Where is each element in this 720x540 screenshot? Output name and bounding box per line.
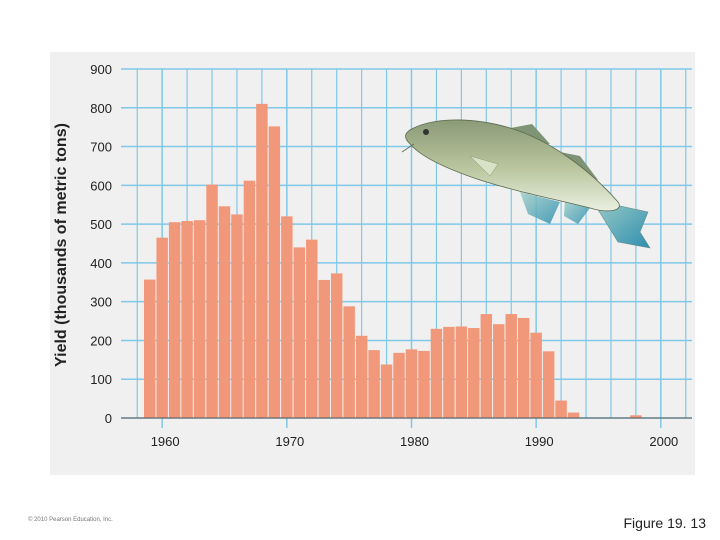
bar (218, 206, 231, 418)
fish-tail (591, 199, 651, 249)
bar (443, 326, 455, 418)
y-tick-label: 900 (90, 62, 112, 77)
bar (555, 400, 567, 418)
bar (318, 279, 330, 418)
bar (256, 103, 268, 419)
axis-layer: 0 100 200 300 400 500 600 700 800 900 1960 1970 1980… (90, 62, 692, 449)
x-tick-label: 1960 (151, 434, 180, 449)
bar (468, 328, 480, 418)
x-tick-label: 2000 (649, 434, 678, 449)
bar (493, 324, 505, 418)
bar (268, 126, 281, 418)
x-tick-label: 1990 (525, 434, 554, 449)
bar (430, 328, 443, 418)
y-axis-title: Yield (thousands of metric tons) (53, 123, 70, 367)
bar (330, 273, 343, 418)
cod-fish-image (401, 119, 651, 249)
bar (156, 237, 168, 418)
bar (206, 184, 218, 418)
y-tick-label: 200 (90, 333, 112, 348)
bar (393, 352, 405, 418)
bar (168, 222, 181, 418)
x-tick-label: 1970 (275, 434, 304, 449)
bar (480, 314, 493, 418)
bar (630, 415, 642, 418)
bar (181, 221, 193, 418)
y-tick-label: 600 (90, 178, 112, 193)
bar (231, 214, 243, 418)
y-tick-label: 400 (90, 256, 112, 271)
y-tick-label: 800 (90, 101, 112, 116)
bars-layer (143, 103, 642, 419)
bar (343, 306, 355, 418)
y-tick-label: 0 (105, 411, 112, 426)
bar (455, 326, 468, 418)
bar (542, 351, 555, 418)
y-tick-label: 700 (90, 140, 112, 155)
x-tick-label: 1980 (400, 434, 429, 449)
bar (193, 220, 206, 418)
bar (530, 332, 542, 418)
bar (380, 364, 393, 418)
bar (517, 317, 530, 418)
bar (243, 180, 256, 418)
fish-pectoral-fin (469, 155, 499, 177)
y-tick-label: 100 (90, 372, 112, 387)
y-tick-label: 300 (90, 295, 112, 310)
bar (281, 216, 293, 418)
bar (355, 335, 368, 418)
fish-eye (423, 129, 429, 135)
bar (505, 314, 517, 418)
fish-barbel (401, 143, 415, 153)
chart-panel: 0 100 200 300 400 500 600 700 800 900 1960 1970 1980… (50, 52, 695, 475)
bar (405, 349, 418, 418)
bar (567, 412, 580, 418)
bar (143, 279, 156, 418)
copyright-notice: © 2010 Pearson Education, Inc. (28, 517, 113, 523)
bar (306, 239, 318, 418)
bar-chart: 0 100 200 300 400 500 600 700 800 900 1960 1970 1980… (50, 52, 695, 475)
y-tick-label: 500 (90, 217, 112, 232)
figure-label: Figure 19. 13 (623, 515, 707, 531)
bar (293, 247, 306, 418)
fish-body (405, 119, 620, 212)
fish-lower-fin (520, 192, 560, 224)
bar (418, 350, 430, 418)
bar (368, 350, 380, 418)
